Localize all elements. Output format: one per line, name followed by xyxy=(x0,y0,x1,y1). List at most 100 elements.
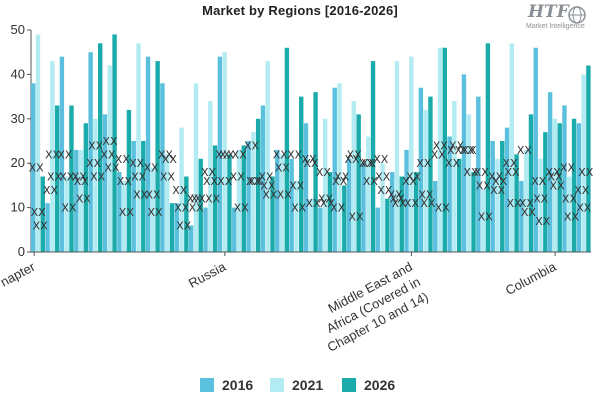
marker-2-32: XX xyxy=(492,175,508,188)
bar-2021-27 xyxy=(423,109,428,252)
legend-swatch xyxy=(200,378,214,392)
marker-1-26: XX xyxy=(404,197,420,210)
marker-0-26: XX xyxy=(402,175,418,188)
marker-1-32: XX xyxy=(490,184,506,197)
marker-2-30: XX xyxy=(463,166,479,179)
marker-2-15: XX xyxy=(248,175,264,188)
x-tick-label: Columbia xyxy=(503,259,559,298)
marker-1-27: XX xyxy=(418,188,434,201)
bar-2021-11 xyxy=(193,83,199,252)
bar-2021-20 xyxy=(322,118,328,252)
marker-2-28: XX xyxy=(435,202,451,215)
marker-2-14: XX xyxy=(234,202,250,215)
marker-2-34: XX xyxy=(521,206,537,219)
marker-1-36: XX xyxy=(548,171,564,184)
bar-2016-15 xyxy=(246,141,251,252)
marker-0-17: XX xyxy=(273,148,289,161)
marker-2-12: XX xyxy=(205,193,221,206)
marker-0-3: XX xyxy=(72,171,88,184)
bar-2026-28 xyxy=(442,47,448,253)
marker-1-30: XX xyxy=(461,144,477,157)
marker-0-38: XX xyxy=(574,184,590,197)
bar-2016-16 xyxy=(260,105,266,252)
bar-2026-13 xyxy=(227,154,232,252)
marker-2-6: XX xyxy=(119,206,135,219)
marker-1-17: XX xyxy=(275,162,291,175)
bar-2021-1 xyxy=(50,61,55,252)
bar-2016-22 xyxy=(346,158,352,252)
bar-2016-21 xyxy=(332,87,337,252)
bar-2026-3 xyxy=(83,123,89,253)
marker-1-24: XX xyxy=(375,171,391,184)
marker-0-25: XX xyxy=(388,188,404,201)
marker-2-3: XX xyxy=(76,193,92,206)
marker-1-16: XX xyxy=(260,179,276,192)
x-tick-label-group: Columbia xyxy=(503,259,559,298)
marker-0-29: XX xyxy=(445,157,461,170)
bar-2021-29 xyxy=(452,101,457,252)
bar-2016-8 xyxy=(145,56,151,252)
bar-2016-24 xyxy=(375,207,381,252)
bar-2021-15 xyxy=(251,132,256,252)
bar-2026-35 xyxy=(543,132,548,252)
bar-2021-26 xyxy=(409,56,414,252)
bar-2026-23 xyxy=(370,61,376,252)
bar-2026-0 xyxy=(40,176,45,252)
bar-2026-25 xyxy=(399,176,404,252)
logo-mark: HTF xyxy=(528,2,569,22)
x-tick-label: Russia xyxy=(186,259,229,291)
marker-0-12: XX xyxy=(201,166,217,179)
marker-0-27: XX xyxy=(416,157,432,170)
bar-2021-22 xyxy=(351,101,357,252)
marker-2-21: XX xyxy=(334,171,350,184)
bar-2026-30 xyxy=(471,172,476,252)
marker-1-3: XX xyxy=(74,175,90,188)
legend: 2016 2021 2026 xyxy=(0,375,600,397)
bar-2026-1 xyxy=(54,105,60,252)
marker-2-13: XX xyxy=(219,148,235,161)
x-tick-label-group: napter xyxy=(0,259,38,290)
bar-2026-22 xyxy=(356,114,361,252)
marker-1-8: XX xyxy=(146,188,162,201)
bar-2021-24 xyxy=(380,163,385,252)
bar-2021-13 xyxy=(222,52,227,253)
y-tick-label: 30 xyxy=(11,111,25,126)
marker-1-33: XX xyxy=(504,166,520,179)
marker-0-22: XX xyxy=(345,153,361,166)
globe-icon xyxy=(568,6,586,24)
marker-2-29: XX xyxy=(449,139,465,152)
bar-2016-4 xyxy=(88,52,93,253)
marker-1-6: XX xyxy=(117,175,133,188)
bar-2021-38 xyxy=(581,74,586,253)
bar-2026-6 xyxy=(126,109,132,252)
bar-2026-5 xyxy=(112,34,117,252)
bar-2021-23 xyxy=(366,136,371,252)
marker-1-9: XX xyxy=(160,171,176,184)
bar-2021-18 xyxy=(294,180,299,252)
y-tick-label: 0 xyxy=(18,244,25,259)
marker-2-35: XX xyxy=(535,215,551,228)
marker-2-36: XX xyxy=(550,179,566,192)
marker-1-2: XX xyxy=(59,171,75,184)
bar-2016-25 xyxy=(389,172,395,252)
marker-2-23: XX xyxy=(363,175,379,188)
bar-2016-28 xyxy=(433,180,438,252)
bar-2016-33 xyxy=(504,127,510,252)
marker-1-25: XX xyxy=(390,193,406,206)
bar-2026-24 xyxy=(385,198,390,252)
marker-1-23: XX xyxy=(361,157,377,170)
bar-2016-30 xyxy=(461,74,467,253)
bar-2021-31 xyxy=(480,189,486,252)
marker-0-7: XX xyxy=(129,157,145,170)
bar-2026-16 xyxy=(270,176,275,252)
marker-0-34: XX xyxy=(517,144,533,157)
bar-2026-33 xyxy=(514,154,519,252)
bar-2021-3 xyxy=(78,149,84,252)
marker-0-13: XX xyxy=(215,148,231,161)
marker-0-1: XX xyxy=(43,184,59,197)
marker-0-36: XX xyxy=(546,166,562,179)
marker-2-18: XX xyxy=(291,202,307,215)
bars-layer xyxy=(31,34,591,253)
legend-swatch xyxy=(270,378,284,392)
